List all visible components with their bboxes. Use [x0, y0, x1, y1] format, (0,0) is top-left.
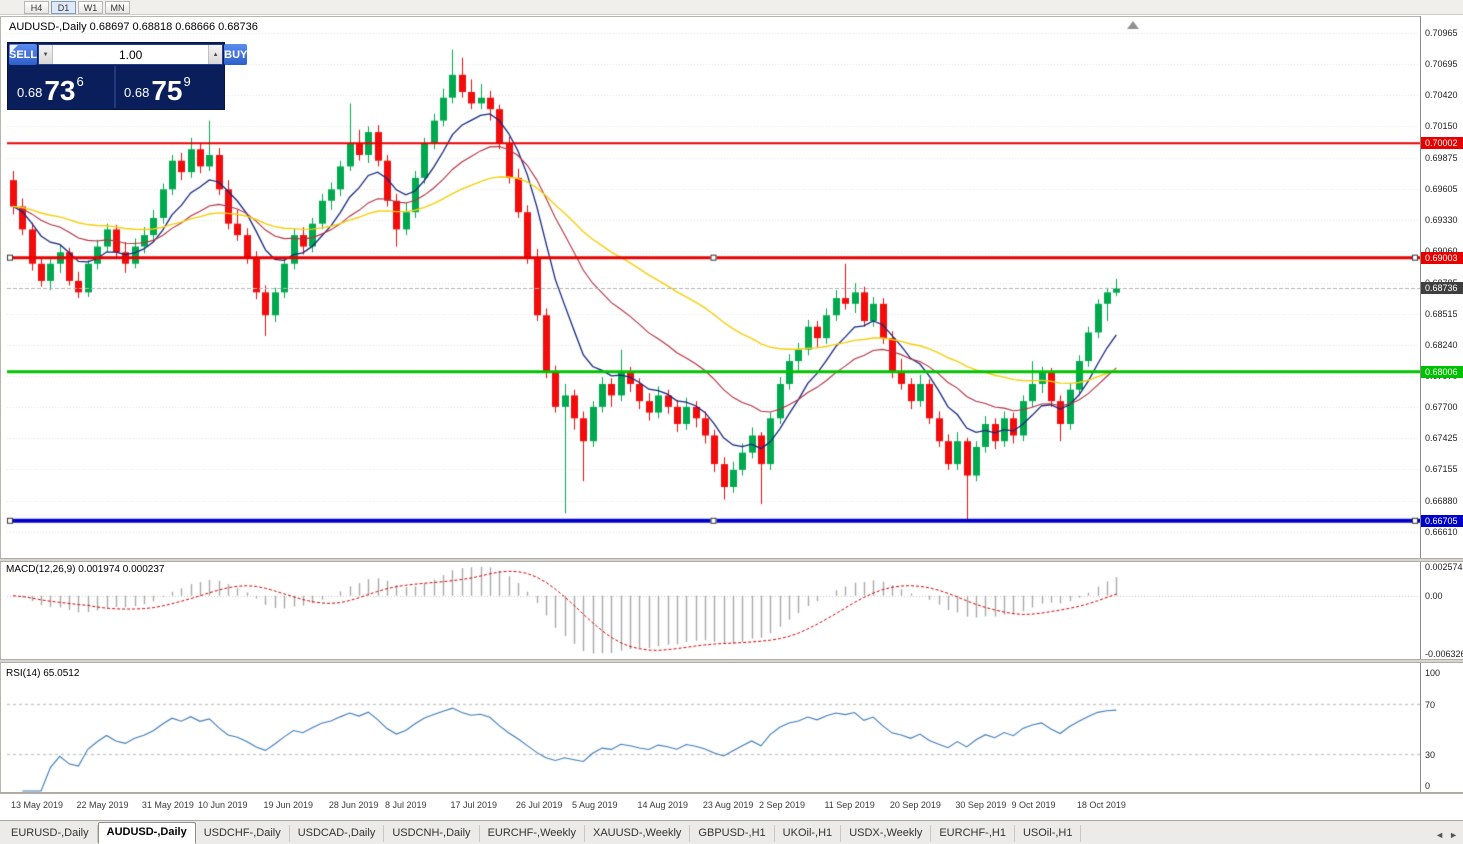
panel-collapse-icon[interactable]	[10, 45, 18, 53]
price-scale-tick: 0.68515	[1425, 308, 1458, 319]
tab-scroll-left-icon[interactable]: ◄	[1435, 830, 1445, 840]
buy-price-sup: 9	[183, 74, 191, 89]
rsi-label: RSI(14) 65.0512	[6, 668, 80, 679]
hline-price-badge: 0.69003	[1421, 251, 1463, 264]
time-scale-label: 9 Oct 2019	[1011, 800, 1056, 810]
time-scale-label: 8 Jul 2019	[385, 800, 427, 810]
volume-down-button[interactable]: ▼	[39, 45, 54, 64]
timeframe-button-h4[interactable]: H4	[24, 0, 49, 14]
price-scale-tick: 0.66610	[1425, 526, 1458, 537]
volume-up-button[interactable]: ▲	[208, 45, 223, 64]
hline-price-badge: 0.68006	[1421, 365, 1463, 378]
chart-title: AUDUSD-,Daily 0.68697 0.68818 0.68666 0.…	[9, 21, 258, 33]
buy-price-display[interactable]: 0.68 75 9	[114, 66, 219, 108]
chart-tab-usdcnh-daily[interactable]: USDCNH-,Daily	[384, 825, 480, 842]
panel-divider[interactable]	[0, 659, 1463, 663]
chart-tab-eurchf-weekly[interactable]: EURCHF-,Weekly	[480, 825, 585, 842]
panel-divider[interactable]	[0, 792, 1463, 794]
chart-tab-eurusd-daily[interactable]: EURUSD-,Daily	[3, 825, 98, 842]
price-scale-tick: 0.69060	[1425, 246, 1458, 256]
buy-button[interactable]: BUY	[224, 44, 248, 65]
price-scale-tick: 0.67155	[1425, 464, 1458, 475]
macd-scale-zero: 0.00	[1425, 590, 1443, 601]
price-scale-tick: 0.70150	[1425, 121, 1458, 132]
price-scale-tick: 0.70965	[1425, 28, 1458, 39]
time-scale-label: 14 Aug 2019	[637, 800, 688, 810]
rsi-scale-level: 70	[1425, 699, 1436, 710]
current-price-badge: 0.68736	[1421, 282, 1463, 295]
timeframe-button-w1[interactable]: W1	[78, 0, 103, 14]
buy-price-prefix: 0.68	[124, 85, 150, 100]
price-scale[interactable]: 0.70965 0.70695 0.70420 0.70150 0.69875 0.696…	[1420, 16, 1463, 794]
panel-divider[interactable]	[0, 558, 1463, 562]
price-scale-tick: 0.69605	[1425, 183, 1458, 194]
hline-price-badge: 0.70002	[1421, 137, 1463, 150]
sell-price-display[interactable]: 0.68 73 6	[9, 66, 114, 108]
time-scale-label: 17 Jul 2019	[450, 800, 497, 810]
timeframe-toolbar: H4 D1 W1 MN	[0, 0, 1463, 15]
rsi-scale-level: 100	[1425, 668, 1441, 678]
time-scale-label: 18 Oct 2019	[1076, 800, 1126, 810]
time-scale-label: 30 Sep 2019	[955, 800, 1007, 810]
rsi-scale-level: 30	[1425, 749, 1436, 760]
buy-price-big: 75	[151, 75, 183, 107]
price-scale-tick: 0.69330	[1425, 215, 1458, 226]
chart-tab-ukoil-h1[interactable]: UKOil-,H1	[775, 825, 842, 842]
macd-label: MACD(12,26,9) 0.001974 0.000237	[6, 564, 165, 575]
chart-tab-bar: EURUSD-,Daily AUDUSD-,Daily USDCHF-,Daily U…	[0, 820, 1463, 844]
chart-canvas[interactable]	[0, 16, 1463, 820]
time-scale[interactable]: 13 May 2019 22 May 2019 31 May 2019 10 Jun …	[0, 794, 1463, 820]
time-scale-label: 22 May 2019	[76, 800, 129, 810]
time-scale-label: 2 Sep 2019	[759, 800, 806, 810]
tab-scroll-controls: ◄ ►	[1435, 830, 1458, 840]
chart-tab-xauusd-weekly[interactable]: XAUUSD-,Weekly	[585, 825, 691, 842]
price-scale-tick: 0.67700	[1425, 401, 1458, 412]
time-scale-label: 26 Jul 2019	[515, 800, 563, 810]
chart-tab-eurchf-h1[interactable]: EURCHF-,H1	[931, 825, 1015, 842]
sell-price-prefix: 0.68	[17, 85, 43, 100]
price-scale-tick: 0.69875	[1425, 152, 1458, 163]
macd-scale-min: -0.006326	[1425, 649, 1463, 659]
price-scale-tick: 0.70695	[1425, 58, 1458, 69]
price-scale-tick: 0.67425	[1425, 433, 1458, 444]
tab-scroll-right-icon[interactable]: ►	[1449, 830, 1458, 840]
price-scale-tick: 0.70420	[1425, 90, 1458, 101]
hline-price-badge: 0.66705	[1421, 514, 1463, 527]
chevron-up-icon: ▲	[212, 51, 219, 58]
timeframe-button-d1[interactable]: D1	[51, 0, 76, 14]
time-scale-label: 5 Aug 2019	[572, 800, 618, 810]
chart-tab-usoil-h1[interactable]: USOil-,H1	[1015, 825, 1082, 842]
volume-control: ▼ ▲	[38, 44, 224, 65]
time-scale-label: 10 Jun 2019	[198, 800, 248, 810]
time-scale-label: 31 May 2019	[141, 800, 194, 810]
time-scale-label: 13 May 2019	[11, 800, 64, 810]
one-click-trading-panel: SELL ▼ ▲ BUY 0.68 73 6	[7, 42, 248, 110]
chart-tab-gbpusd-h1[interactable]: GBPUSD-,H1	[690, 825, 775, 842]
time-scale-label: 23 Aug 2019	[702, 800, 754, 810]
chart-tab-audusd-daily[interactable]: AUDUSD-,Daily	[97, 822, 196, 844]
time-scale-label: 28 Jun 2019	[328, 800, 379, 810]
chart-tab-usdchf-daily[interactable]: USDCHF-,Daily	[196, 825, 290, 842]
volume-input[interactable]	[53, 45, 209, 64]
chart-window: AUDUSD-,Daily 0.68697 0.68818 0.68666 0.…	[0, 16, 1463, 820]
price-scale-tick: 0.66880	[1425, 495, 1458, 506]
chart-tab-usdcad-daily[interactable]: USDCAD-,Daily	[290, 825, 385, 842]
time-scale-label: 20 Sep 2019	[889, 800, 941, 810]
chevron-down-icon: ▼	[42, 51, 49, 58]
chart-tab-usdx-weekly[interactable]: USDX-,Weekly	[841, 825, 932, 842]
timeframe-button-mn[interactable]: MN	[105, 0, 130, 14]
time-scale-label: 11 Sep 2019	[824, 800, 875, 810]
price-scale-tick: 0.68240	[1425, 340, 1458, 351]
time-scale-label: 19 Jun 2019	[263, 800, 313, 810]
sell-price-big: 73	[44, 75, 76, 107]
macd-scale-max: 0.002574	[1425, 562, 1463, 572]
rsi-scale-level: 0	[1425, 781, 1431, 791]
sell-price-sup: 6	[76, 74, 84, 89]
